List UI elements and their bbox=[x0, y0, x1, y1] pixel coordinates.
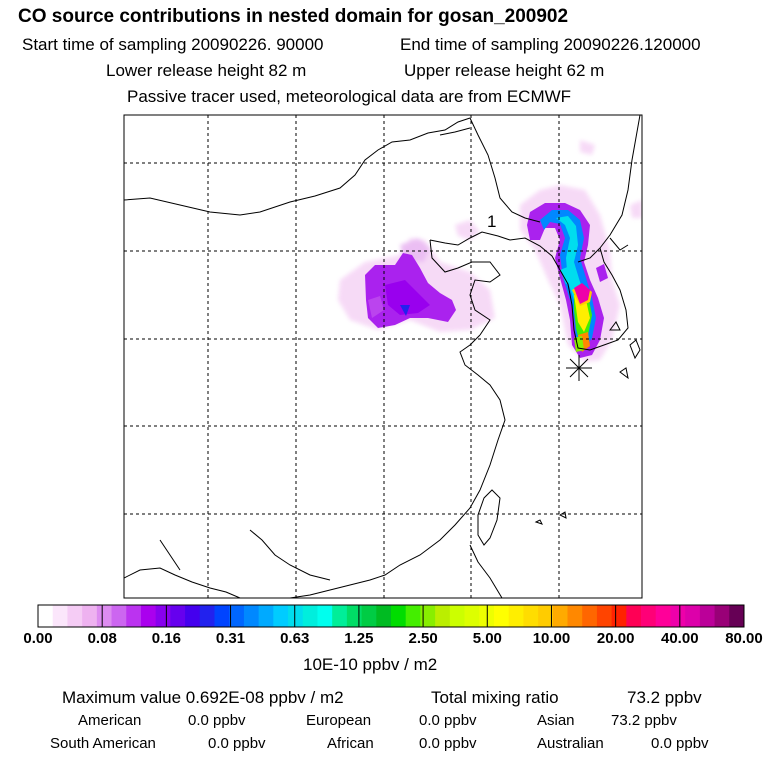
chart-title: CO source contributions in nested domain… bbox=[18, 6, 569, 27]
colorbar-cell bbox=[96, 605, 112, 627]
colorbar-cell bbox=[626, 605, 642, 627]
colorbar-cell bbox=[126, 605, 142, 627]
colorbar-cell bbox=[140, 605, 157, 627]
colorbar-cell bbox=[332, 605, 348, 627]
colorbar-cell bbox=[155, 605, 171, 627]
map-frame bbox=[123, 114, 643, 599]
colorbar bbox=[37, 604, 745, 628]
colorbar-cell bbox=[508, 605, 524, 627]
colorbar-cell bbox=[596, 605, 613, 627]
african-value: 0.0 ppbv bbox=[419, 735, 477, 752]
upper-release-label: Upper release height 62 m bbox=[404, 61, 605, 80]
colorbar-tick-label: 0.08 bbox=[87, 630, 117, 647]
map-gridlines bbox=[124, 115, 642, 598]
colorbar-cell bbox=[243, 605, 260, 627]
colorbar-tick-label: 1.25 bbox=[344, 630, 374, 647]
colorbar-cell bbox=[567, 605, 583, 627]
colorbar-cell bbox=[229, 605, 245, 627]
colorbar-tick-label: 0.00 bbox=[23, 630, 53, 647]
colorbar-cell bbox=[420, 605, 436, 627]
african-label: African bbox=[327, 735, 374, 752]
colorbar-cell bbox=[67, 605, 83, 627]
colorbar-cell bbox=[493, 605, 510, 627]
colorbar-tick-label: 2.50 bbox=[408, 630, 438, 647]
colorbar-cell bbox=[258, 605, 274, 627]
colorbar-cell bbox=[111, 605, 127, 627]
tracer-note: Passive tracer used, meteorological data… bbox=[127, 87, 572, 106]
total-mixing-value: 73.2 ppbv bbox=[627, 688, 702, 707]
colorbar-tick-label: 10.00 bbox=[532, 630, 571, 647]
colorbar-cell bbox=[273, 605, 289, 627]
colorbar-cell bbox=[641, 605, 657, 627]
colorbar-cell bbox=[346, 605, 362, 627]
colorbar-cell bbox=[288, 605, 304, 627]
colorbar-cell bbox=[38, 605, 54, 627]
south-american-label: South American bbox=[50, 735, 156, 752]
south-american-value: 0.0 ppbv bbox=[208, 735, 266, 752]
colorbar-cell bbox=[552, 605, 568, 627]
colorbar-cell bbox=[729, 605, 745, 627]
map-annotation: 1 bbox=[487, 212, 497, 231]
colorbar-cell bbox=[185, 605, 201, 627]
american-value: 0.0 ppbv bbox=[188, 712, 246, 729]
colorbar-cell bbox=[714, 605, 730, 627]
max-value-label: Maximum value 0.692E-08 ppbv / m2 bbox=[62, 688, 344, 707]
colorbar-tick-label: 0.63 bbox=[280, 630, 310, 647]
colorbar-tick-label: 20.00 bbox=[596, 630, 635, 647]
start-time-label: Start time of sampling 20090226. 90000 bbox=[22, 35, 324, 54]
colorbar-cell bbox=[52, 605, 68, 627]
colorbar-cell bbox=[699, 605, 715, 627]
colorbar-tick-label: 5.00 bbox=[472, 630, 502, 647]
colorbar-cell bbox=[538, 605, 554, 627]
colorbar-cell bbox=[449, 605, 465, 627]
colorbar-cell bbox=[199, 605, 215, 627]
colorbar-cell bbox=[317, 605, 333, 627]
colorbar-cell bbox=[582, 605, 598, 627]
colorbar-cell bbox=[302, 605, 318, 627]
colorbar-tick-label: 40.00 bbox=[661, 630, 699, 647]
colorbar-tick-label: 0.16 bbox=[151, 630, 181, 647]
colorbar-tick-label: 0.31 bbox=[215, 630, 246, 647]
lower-release-label: Lower release height 82 m bbox=[106, 61, 307, 80]
colorbar-cell bbox=[435, 605, 451, 627]
colorbar-cell bbox=[670, 605, 686, 627]
colorbar-cell bbox=[170, 605, 186, 627]
colorbar-cell bbox=[82, 605, 98, 627]
colorbar-unit-label: 10E-10 ppbv / m2 bbox=[303, 655, 438, 674]
colorbar-cell bbox=[214, 605, 230, 627]
colorbar-cell bbox=[611, 605, 627, 627]
colorbar-cell bbox=[391, 605, 407, 627]
colorbar-cell bbox=[405, 605, 421, 627]
asian-label: Asian bbox=[537, 712, 575, 729]
european-value: 0.0 ppbv bbox=[419, 712, 477, 729]
colorbar-tick-label: 80.00 bbox=[725, 630, 763, 647]
total-mixing-label: Total mixing ratio bbox=[431, 688, 559, 707]
colorbar-cell bbox=[655, 605, 671, 627]
asian-value: 73.2 ppbv bbox=[611, 712, 677, 729]
colorbar-cell bbox=[361, 605, 377, 627]
colorbar-cell bbox=[523, 605, 539, 627]
receptor-marker bbox=[566, 355, 592, 381]
colorbar-cell bbox=[376, 605, 392, 627]
colorbar-cell bbox=[685, 605, 701, 627]
end-time-label: End time of sampling 20090226.120000 bbox=[400, 35, 701, 54]
colorbar-frame bbox=[37, 604, 745, 628]
colorbar-cell bbox=[464, 605, 480, 627]
european-label: European bbox=[306, 712, 372, 729]
american-label: American bbox=[78, 712, 142, 729]
australian-label: Australian bbox=[537, 735, 604, 752]
australian-value: 0.0 ppbv bbox=[651, 735, 709, 752]
